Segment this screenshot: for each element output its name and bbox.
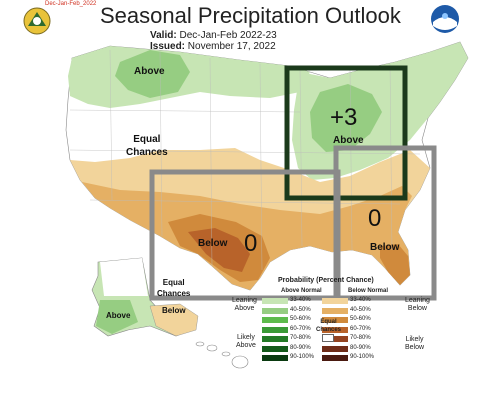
above-legend-swatch: [262, 355, 288, 361]
above-legend-swatch: [262, 326, 288, 333]
below-legend-row: 33-40%: [322, 297, 382, 306]
below-legend-row: 80-90%: [322, 345, 382, 354]
above-legend-label: 80-90%: [290, 344, 311, 351]
above-legend-swatch: [262, 298, 288, 304]
southeast-score: 0: [368, 205, 382, 232]
alaska-below: [149, 303, 199, 337]
above-legend-label: 60-70%: [290, 325, 311, 332]
noaa-nws-logo: [23, 7, 51, 35]
below-legend-label: 50-60%: [350, 316, 371, 322]
legend-leaning-above-line2: Above: [234, 305, 255, 312]
above-legend-row: 40-50%: [262, 307, 322, 316]
below-legend-swatch: [322, 326, 348, 333]
label-below-alaska: Below: [162, 306, 186, 315]
label-below-southeast: Below: [370, 242, 400, 253]
valid-label: Valid:: [150, 30, 177, 41]
valid-line: Valid: Dec-Jan-Feb 2022-23: [150, 30, 277, 41]
above-legend-label: 50-60%: [290, 316, 311, 322]
corner-label: Dec-Jan-Feb_2022: [45, 1, 97, 7]
legend-equal-chances: Equal Chances: [316, 318, 341, 334]
legend-likely-below-line2: Below: [405, 344, 425, 351]
below-legend-row: 70-80%: [322, 335, 382, 344]
above-legend-label: 70-80%: [290, 335, 311, 341]
label-chances-word-ak: Chances: [157, 289, 191, 298]
legend-leaning-above-line1: Leaning: [232, 297, 257, 304]
label-above-alaska: Above: [106, 311, 131, 320]
noaa-logo: [431, 5, 459, 33]
legend-leaning-below-line2: Below: [407, 305, 427, 312]
below-legend-label: 70-80%: [350, 335, 371, 341]
below-legend-swatch: [322, 336, 348, 342]
above-legend-row: 90-100%: [262, 354, 322, 363]
state-lines: [69, 49, 421, 271]
label-above-great-lakes: Above: [333, 135, 364, 146]
above-legend-row: 33-40%: [262, 297, 322, 306]
legend-equal-line1: Equal: [320, 319, 337, 325]
below-legend-label: 40-50%: [350, 306, 371, 313]
below-legend-row: 50-60%: [322, 316, 382, 325]
above-legend-swatch: [262, 345, 288, 352]
label-equal-chances-alaska: Equal Chances: [157, 277, 190, 299]
alaska-above-core: [96, 300, 138, 334]
below-florida: [380, 244, 410, 285]
label-below-texas: Below: [198, 238, 228, 249]
alaska-equal: [100, 258, 148, 296]
above-legend-swatch: [262, 336, 288, 342]
legend-likely-above-line2: Above: [236, 342, 256, 349]
below-legend-row: 40-50%: [322, 307, 382, 316]
issued-line: Issued: November 17, 2022: [150, 41, 276, 52]
page-title: Seasonal Precipitation Outlook: [100, 3, 401, 28]
above-legend-label: 40-50%: [290, 306, 311, 313]
above-legend-row: 70-80%: [262, 335, 322, 344]
above-legend-row: 60-70%: [262, 326, 322, 335]
below-legend-swatch: [322, 317, 348, 323]
legend-equal-swatch: [322, 334, 334, 342]
legend-likely-above: Likely Above: [236, 334, 256, 350]
below-legend-swatch: [322, 355, 348, 361]
legend-above-header: Above Normal: [281, 288, 322, 294]
great-lakes-highlight-box: [284, 65, 408, 201]
below-texas-inner: [188, 228, 250, 272]
hawaii-islands: [195, 341, 249, 369]
southeast-highlight-box: [333, 145, 437, 301]
label-above-north: Above: [134, 66, 165, 77]
label-equal-chances-west: Equal Chances: [126, 133, 168, 159]
below-legend-label: 60-70%: [350, 325, 371, 332]
below-legend-swatch: [322, 345, 348, 352]
legend-likely-below-line1: Likely: [405, 336, 424, 343]
below-legend-swatch: [322, 298, 348, 304]
above-north-core: [115, 50, 190, 98]
label-chances-word: Chances: [126, 147, 168, 158]
legend-leaning-below-line1: Leaning: [405, 297, 430, 304]
above-legend-row: 50-60%: [262, 316, 322, 325]
legend-likely-below: Likely Below: [405, 336, 424, 352]
below-legend-row: 60-70%: [322, 326, 382, 335]
legend-equal-line2: Chances: [316, 327, 342, 333]
texas-score: 0: [244, 230, 258, 257]
above-great-lakes-core: [310, 84, 382, 152]
legend-leaning-below: Leaning Below: [405, 297, 430, 313]
legend-leaning-above: Leaning Above: [232, 297, 257, 313]
label-equal-word: Equal: [133, 134, 161, 145]
label-equal-word-ak: Equal: [162, 278, 185, 287]
issued-value: November 17, 2022: [187, 41, 276, 52]
above-legend-label: 33-40%: [290, 297, 311, 303]
great-lakes-score: +3: [330, 104, 358, 131]
above-legend-label: 90-100%: [290, 354, 315, 360]
issued-label: Issued:: [150, 41, 186, 52]
below-legend-row: 90-100%: [322, 354, 382, 363]
legend-below-header: Below Normal: [348, 288, 389, 294]
above-legend-row: 80-90%: [262, 345, 322, 354]
above-legend-swatch: [262, 317, 288, 323]
below-legend-swatch: [322, 307, 348, 314]
below-legend-label: 80-90%: [350, 344, 371, 351]
legend-likely-above-line1: Likely: [236, 334, 255, 341]
below-legend-label: 33-40%: [350, 297, 371, 303]
below-legend-label: 90-100%: [350, 354, 375, 360]
legend-title: Probability (Percent Chance): [278, 277, 374, 284]
above-legend-swatch: [262, 307, 288, 314]
valid-value: Dec-Jan-Feb 2022-23: [179, 30, 277, 41]
